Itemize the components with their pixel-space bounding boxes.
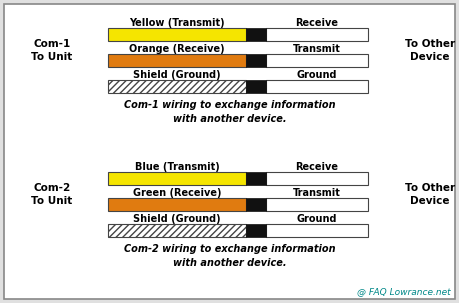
- Bar: [246, 172, 266, 185]
- Bar: [266, 224, 368, 237]
- Text: Ground: Ground: [297, 214, 337, 224]
- Bar: [266, 198, 368, 211]
- Bar: [246, 54, 266, 67]
- Bar: [246, 198, 266, 211]
- Text: Shield (Ground): Shield (Ground): [133, 214, 221, 224]
- Text: Com-1 wiring to exchange information
with another device.: Com-1 wiring to exchange information wit…: [123, 100, 336, 124]
- Text: Orange (Receive): Orange (Receive): [129, 44, 225, 54]
- Text: Receive: Receive: [296, 162, 338, 172]
- Text: Transmit: Transmit: [293, 188, 341, 198]
- Bar: [266, 54, 368, 67]
- Bar: [266, 28, 368, 41]
- Text: To Other
Device: To Other Device: [405, 39, 455, 62]
- Bar: [108, 54, 246, 67]
- Bar: [266, 80, 368, 93]
- Bar: [108, 224, 246, 237]
- Bar: [108, 80, 246, 93]
- Bar: [246, 28, 266, 41]
- Text: Blue (Transmit): Blue (Transmit): [134, 162, 219, 172]
- Text: Com-2 wiring to exchange information
with another device.: Com-2 wiring to exchange information wit…: [123, 244, 336, 268]
- Bar: [246, 224, 266, 237]
- Text: @ FAQ Lowrance.net: @ FAQ Lowrance.net: [358, 287, 451, 296]
- Bar: [108, 198, 246, 211]
- Bar: [266, 172, 368, 185]
- Bar: [246, 80, 266, 93]
- Text: Yellow (Transmit): Yellow (Transmit): [129, 18, 225, 28]
- Text: Green (Receive): Green (Receive): [133, 188, 221, 198]
- Text: Ground: Ground: [297, 70, 337, 80]
- Bar: [108, 172, 246, 185]
- Text: Com-1
To Unit: Com-1 To Unit: [31, 39, 73, 62]
- Text: Com-2
To Unit: Com-2 To Unit: [31, 183, 73, 206]
- Text: Receive: Receive: [296, 18, 338, 28]
- Text: Transmit: Transmit: [293, 44, 341, 54]
- Text: Shield (Ground): Shield (Ground): [133, 70, 221, 80]
- Bar: [108, 28, 246, 41]
- Text: To Other
Device: To Other Device: [405, 183, 455, 206]
